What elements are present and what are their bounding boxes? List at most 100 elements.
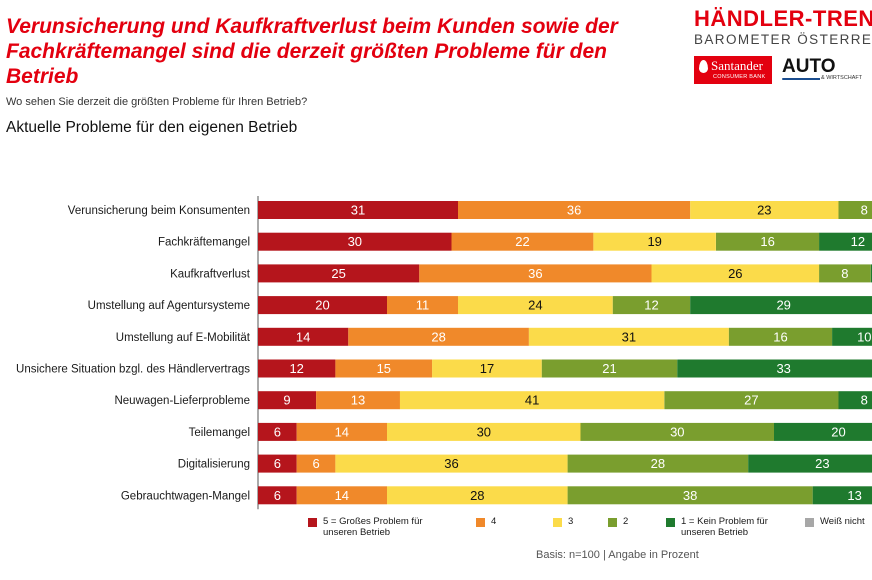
- data-label: 10: [857, 329, 871, 344]
- bar-segment: [258, 391, 317, 410]
- santander-sub: CONSUMER BANK: [713, 74, 766, 80]
- santander-flame-icon: [699, 60, 708, 73]
- headline: Verunsicherung und Kaufkraftverlust beim…: [6, 15, 618, 88]
- bar-segment: [612, 296, 691, 315]
- bar-segment: [458, 296, 613, 315]
- data-label: 41: [525, 393, 539, 408]
- data-label: 8: [841, 266, 848, 281]
- bar-segment: [812, 486, 872, 505]
- data-label: 23: [757, 203, 771, 218]
- bar-segment: [296, 454, 336, 473]
- data-label: 12: [644, 298, 658, 313]
- bar-segment: [690, 296, 872, 315]
- data-label: 33: [776, 361, 790, 376]
- legend-swatch: [608, 518, 617, 527]
- category-label: Verunsicherung beim Konsumenten: [68, 205, 250, 217]
- data-label: 29: [776, 298, 790, 313]
- data-label: 30: [348, 234, 362, 249]
- category-label: Umstellung auf Agentursysteme: [88, 300, 250, 312]
- question-text: Wo sehen Sie derzeit die größten Problem…: [6, 96, 308, 108]
- legend-label: 4: [491, 516, 497, 527]
- data-label: 13: [351, 393, 365, 408]
- data-label: 31: [622, 329, 636, 344]
- bar-segment: [528, 327, 729, 346]
- bar-segment: [258, 359, 336, 378]
- auto-wirtschaft-sub: & WIRTSCHAFT: [820, 75, 864, 81]
- legend-swatch: [476, 518, 485, 527]
- bar-segment: [832, 327, 872, 346]
- bar-segment: [258, 422, 297, 441]
- data-label: 30: [477, 424, 491, 439]
- bar-segment: [335, 454, 568, 473]
- legend-label: 2: [623, 516, 629, 527]
- data-label: 22: [515, 234, 529, 249]
- data-label: 36: [567, 203, 581, 218]
- bar-segment: [819, 264, 871, 283]
- bar-segment: [399, 391, 665, 410]
- bar-segment: [258, 201, 458, 219]
- legend-label: 5 = Großes Problem für unseren Betrieb: [323, 516, 423, 538]
- santander-name: Santander: [711, 58, 763, 73]
- bar-segment: [458, 201, 691, 219]
- data-label: 24: [528, 298, 542, 313]
- category-label: Digitalisierung: [178, 459, 250, 471]
- legend-swatch: [666, 518, 675, 527]
- bar-segment: [870, 264, 872, 283]
- bar-segment: [651, 264, 820, 283]
- category-label: Gebrauchtwagen-Mangel: [121, 490, 250, 502]
- logo-subtitle: BAROMETER ÖSTERREICH: [694, 32, 872, 47]
- data-label: 14: [296, 329, 310, 344]
- data-label: 26: [728, 266, 742, 281]
- data-label: 30: [670, 424, 684, 439]
- data-label: 25: [331, 266, 345, 281]
- data-label: 15: [377, 361, 391, 376]
- bar-segment: [387, 422, 581, 441]
- legend-label: Weiß nicht: [820, 516, 865, 527]
- bar-segment: [580, 422, 774, 441]
- category-label: Teilemangel: [189, 427, 250, 439]
- bar-segment: [419, 264, 652, 283]
- data-label: 8: [861, 203, 868, 218]
- bar-segment: [296, 422, 387, 441]
- bar-segment: [258, 486, 297, 505]
- bar-segment: [451, 232, 594, 251]
- auto-swoosh-icon: [782, 78, 852, 80]
- haendler-trend-logo: HÄNDLER-TREND BAROMETER ÖSTERREICH Santa…: [690, 4, 872, 88]
- data-label: 36: [528, 266, 542, 281]
- bar-segment: [296, 486, 387, 505]
- bar-segment: [316, 391, 400, 410]
- logo-brand: HÄNDLER-TREND: [694, 6, 872, 31]
- legend-swatch: [308, 518, 317, 527]
- bar-segment: [258, 296, 387, 315]
- data-label: 28: [651, 456, 665, 471]
- data-label: 6: [274, 424, 281, 439]
- data-label: 31: [351, 203, 365, 218]
- basis-note: Basis: n=100 | Angabe in Prozent: [536, 549, 699, 561]
- bar-segment: [567, 486, 813, 505]
- data-label: 28: [431, 329, 445, 344]
- bar-segment: [819, 232, 872, 251]
- bar-segment: [774, 422, 872, 441]
- data-label: 16: [773, 329, 787, 344]
- bar-segment: [335, 359, 433, 378]
- bar-segment: [677, 359, 872, 378]
- data-label: 8: [861, 393, 868, 408]
- bar-segment: [258, 232, 452, 251]
- category-label: Unsichere Situation bzgl. des Händlerver…: [16, 364, 250, 376]
- legend: 5 = Großes Problem für unseren Betrieb 4 3…: [308, 516, 872, 542]
- bar-segment: [567, 454, 749, 473]
- bar-segment: [593, 232, 716, 251]
- bar-segment: [258, 327, 349, 346]
- legend-label: 3: [568, 516, 574, 527]
- bar-segment: [838, 391, 872, 410]
- data-label: 20: [315, 298, 329, 313]
- data-label: 27: [744, 393, 758, 408]
- bar-segment: [728, 327, 833, 346]
- data-label: 6: [274, 456, 281, 471]
- data-label: 11: [416, 298, 430, 313]
- auto-wirtschaft-logo: AUTO: [782, 56, 836, 77]
- bar-segment: [541, 359, 678, 378]
- data-label: 36: [444, 456, 458, 471]
- chart-title: Aktuelle Probleme für den eigenen Betrie…: [6, 119, 298, 136]
- data-label: 21: [602, 361, 616, 376]
